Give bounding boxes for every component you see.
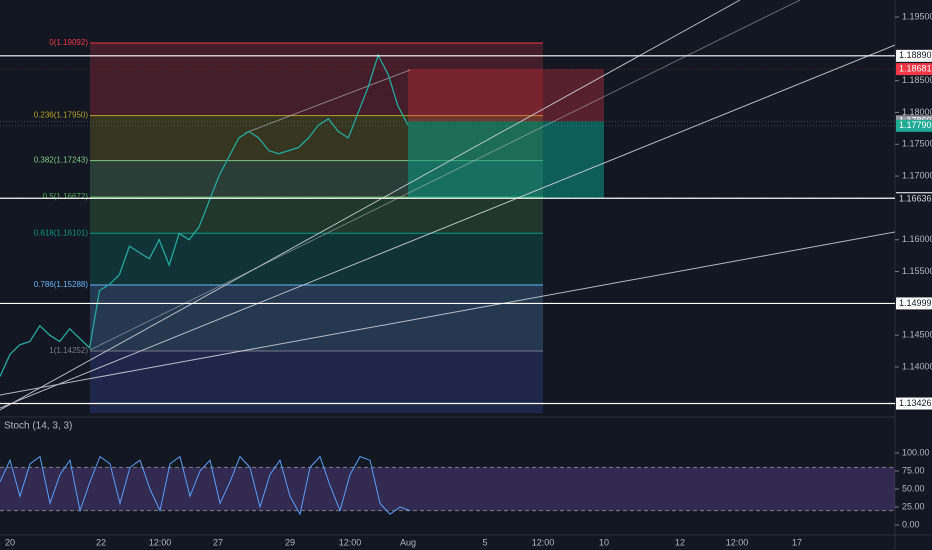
price-tick-label: 1.17500	[902, 139, 932, 149]
trend-line	[0, 0, 741, 411]
price-tag-label: 1.18681	[899, 63, 932, 73]
stoch-tick-label: 25.00	[902, 501, 925, 511]
stoch-tick-label: 0.00	[902, 519, 920, 529]
time-label: 12:00	[149, 537, 172, 547]
fib-label: 0.5(1.16672)	[43, 192, 89, 201]
fib-zone	[90, 42, 543, 116]
price-tag-label: 1.18890	[899, 50, 932, 60]
price-tag-label: 1.13426	[899, 398, 932, 408]
time-label: 17	[792, 537, 802, 547]
main-pane: 0(1.19092) 0.236(1.17950) 0.382(1.17243) 0.…	[34, 38, 604, 413]
price-tick-label: 1.18500	[902, 75, 932, 85]
fib-zone	[90, 233, 543, 286]
trend-line	[0, 231, 896, 396]
price-tag-label: 1.17790	[899, 120, 932, 130]
trend-line	[244, 69, 411, 134]
time-label: 12:00	[532, 537, 555, 547]
fib-label: 0.382(1.17243)	[34, 156, 89, 165]
stoch-tick-label: 100.00	[902, 447, 930, 457]
price-tick-label: 1.17000	[902, 170, 932, 180]
time-label: 10	[599, 537, 609, 547]
time-label: 20	[5, 537, 15, 547]
fib-label: 0.236(1.17950)	[34, 111, 89, 120]
price-tag-label: 1.16636	[899, 194, 932, 204]
stoch-line	[0, 455, 411, 516]
price-tag	[896, 63, 932, 76]
trend-line	[89, 0, 801, 351]
trend-lines	[0, 0, 896, 411]
time-label: 12:00	[726, 537, 749, 547]
price-tag	[896, 193, 932, 206]
time-label: 27	[213, 537, 223, 547]
fib-zone	[90, 285, 543, 351]
trend-line	[0, 44, 896, 409]
price-tag	[896, 397, 932, 410]
stoch-band	[0, 467, 895, 511]
price-tick-label: 1.16000	[902, 234, 932, 244]
time-label: 5	[482, 537, 487, 547]
price-tag	[896, 119, 932, 132]
price-tick-label: 1.15500	[902, 266, 932, 276]
time-label: Aug	[400, 537, 416, 547]
fib-label: 1(1.14252)	[49, 346, 88, 355]
stoch-tick-label: 50.00	[902, 483, 925, 493]
indicator-title: Stoch (14, 3, 3)	[4, 421, 72, 432]
stop-zone	[408, 69, 604, 122]
time-label: 12	[675, 537, 685, 547]
fib-label: 0(1.19092)	[49, 38, 88, 47]
stoch-tick-label: 75.00	[902, 465, 925, 475]
price-tick-label: 1.14000	[902, 361, 932, 371]
fib-zone	[90, 350, 543, 413]
target-zone	[408, 121, 604, 199]
time-label: 22	[96, 537, 106, 547]
price-tag	[896, 297, 932, 310]
price-tick-label: 1.19500	[902, 11, 932, 21]
fib-label: 0.618(1.16101)	[34, 228, 89, 237]
fib-label: 0.786(1.15288)	[34, 280, 89, 289]
price-line	[0, 53, 409, 377]
price-tag-label: 1.14999	[899, 298, 932, 308]
time-label: 29	[285, 537, 295, 547]
price-tick-label: 1.14500	[902, 330, 932, 340]
price-tick-label: 1.18000	[902, 107, 932, 117]
price-tag	[896, 49, 932, 62]
fib-zone	[90, 196, 543, 234]
time-label: 12:00	[339, 537, 362, 547]
